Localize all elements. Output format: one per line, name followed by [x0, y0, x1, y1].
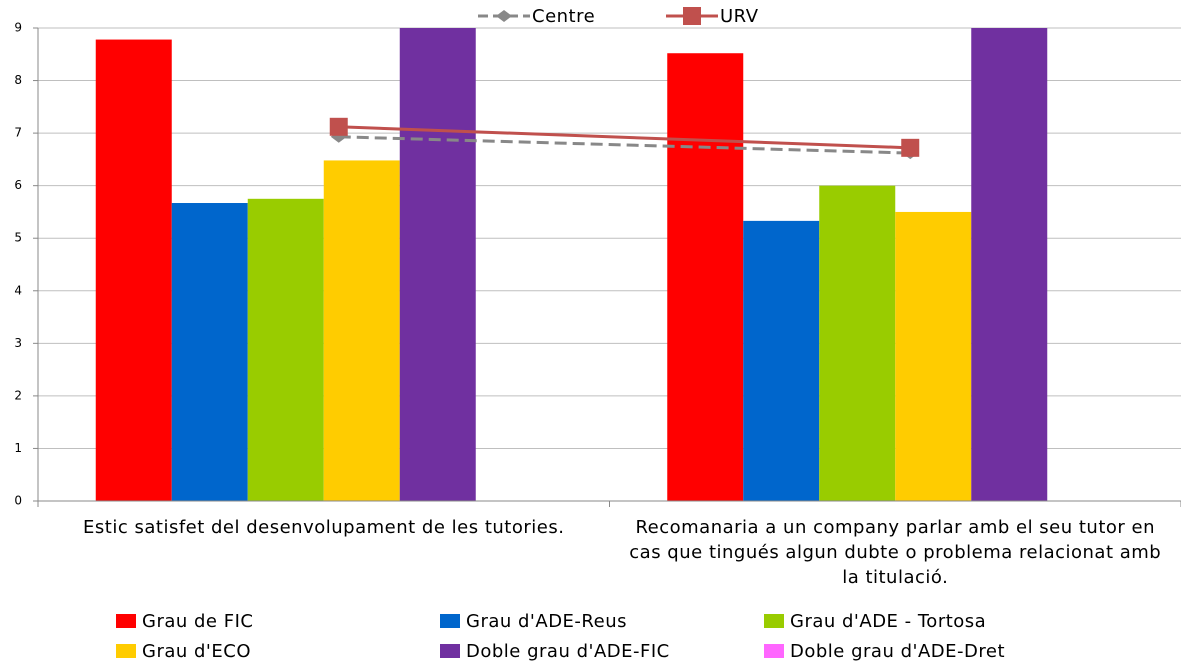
y-tick-label: 8 [14, 73, 22, 87]
bar [819, 185, 896, 501]
y-tick-label: 4 [14, 283, 22, 297]
legend-label: Grau d'ECO [142, 641, 251, 662]
y-tick-label: 0 [14, 494, 22, 508]
x-tick-label: Estic satisfet del desenvolupament de le… [83, 517, 565, 538]
y-tick-label: 9 [14, 21, 22, 35]
legend-label: Centre [532, 6, 595, 27]
y-tick-label: 1 [14, 441, 22, 455]
bar [95, 39, 172, 501]
legend-swatch [764, 644, 784, 658]
legend-label: Grau d'ADE - Tortosa [790, 611, 986, 632]
bar [667, 53, 744, 502]
bar [971, 28, 1048, 501]
bar [247, 198, 324, 502]
legend-swatch [440, 644, 460, 658]
y-tick-label: 5 [14, 231, 22, 245]
legend-marker [683, 7, 701, 25]
legend-swatch [116, 644, 136, 658]
bar [323, 160, 400, 501]
y-tick-label: 7 [14, 126, 22, 140]
line [338, 125, 911, 150]
legend-label: URV [720, 6, 759, 27]
legend-swatch [764, 614, 784, 628]
legend-label: Grau de FIC [142, 611, 253, 632]
legend-label: Doble grau d'ADE-FIC [466, 641, 670, 662]
legend-label: Doble grau d'ADE-Dret [790, 641, 1005, 662]
bar [171, 203, 248, 501]
x-tick-label: Recomanaria a un company parlar amb el s… [629, 517, 1162, 588]
legend-swatch [116, 614, 136, 628]
bar [399, 28, 476, 501]
y-tick-label: 2 [14, 388, 22, 402]
bar [743, 220, 820, 501]
y-tick-label: 6 [14, 178, 22, 192]
legend-label: Grau d'ADE-Reus [466, 611, 627, 632]
line-marker [901, 138, 920, 157]
bar [895, 211, 972, 501]
line [338, 135, 911, 155]
y-tick-label: 3 [14, 336, 22, 350]
line-marker [329, 117, 348, 136]
legend-marker [496, 10, 512, 22]
legend-swatch [440, 614, 460, 628]
